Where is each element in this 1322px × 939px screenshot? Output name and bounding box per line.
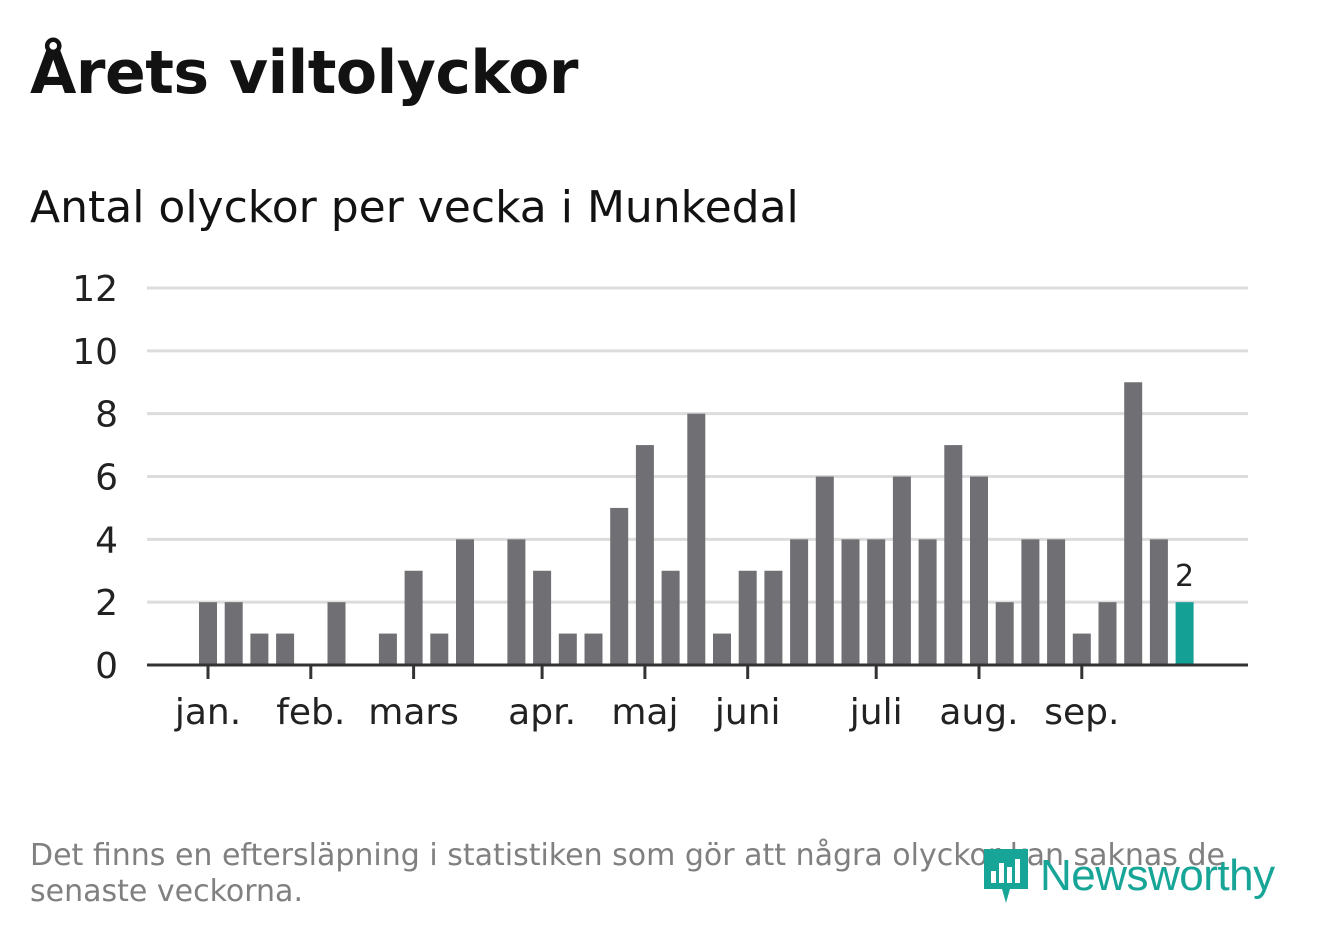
bar-week-8 — [378, 633, 397, 665]
bar-week-39 — [1175, 602, 1194, 665]
bar-week-29 — [918, 539, 937, 665]
bar-week-33 — [1021, 539, 1040, 665]
month-label-sep: sep. — [1044, 692, 1119, 733]
bar-week-36 — [1098, 602, 1117, 665]
month-label-juni: juni — [714, 692, 781, 733]
bar-week-26 — [841, 539, 860, 665]
y-axis-ticks: 0 2 4 6 8 10 12 — [72, 269, 118, 687]
bar-week-31 — [970, 476, 988, 665]
x-axis — [147, 663, 1248, 679]
month-label-jan: jan. — [174, 692, 241, 733]
bar-week-20 — [687, 413, 706, 665]
y-tick-label-8: 8 — [95, 395, 118, 436]
month-labels: jan. feb. mars apr. maj juni juli aug. sep. — [174, 692, 1120, 733]
bars — [199, 382, 1194, 665]
month-label-feb: feb. — [276, 692, 345, 733]
last-value-label: 2 — [1175, 559, 1194, 594]
bar-week-16 — [584, 633, 603, 665]
y-tick-label-10: 10 — [72, 332, 118, 373]
bar-week-32 — [995, 602, 1014, 665]
month-label-mars: mars — [368, 692, 459, 733]
bar-week-6 — [327, 602, 346, 665]
bar-week-9 — [404, 570, 423, 665]
month-label-maj: maj — [611, 692, 678, 733]
bar-week-19 — [661, 570, 680, 665]
brand-name: Newsworthy — [1040, 851, 1275, 900]
month-label-juli: juli — [849, 692, 903, 733]
bar-week-3 — [250, 633, 269, 665]
bar-week-25 — [815, 476, 834, 665]
bar-week-23 — [764, 570, 783, 665]
bar-chart: 0 2 4 6 8 10 12 jan. feb. mars apr. maj juni juli aug… — [72, 269, 1248, 733]
month-label-apr: apr. — [508, 692, 576, 733]
bar-week-24 — [790, 539, 809, 665]
y-tick-label-2: 2 — [95, 583, 118, 624]
chart-subtitle: Antal olyckor per vecka i Munkedal — [30, 182, 799, 233]
bar-week-28 — [892, 476, 911, 665]
y-tick-label-0: 0 — [95, 646, 118, 687]
bar-week-22 — [738, 570, 757, 665]
bar-week-34 — [1047, 539, 1066, 665]
y-tick-label-12: 12 — [72, 269, 118, 310]
bar-week-37 — [1124, 382, 1143, 665]
data-labels: 2 — [1175, 559, 1194, 594]
brand-logo[interactable]: Newsworthy — [980, 845, 1275, 907]
bar-week-15 — [558, 633, 577, 665]
bar-week-2 — [224, 602, 243, 665]
bar-week-35 — [1072, 633, 1091, 665]
bar-week-1 — [199, 602, 217, 665]
bar-week-30 — [944, 445, 963, 665]
bar-week-21 — [713, 633, 731, 665]
page-title: Årets viltolyckor — [30, 38, 579, 108]
y-tick-label-6: 6 — [95, 458, 118, 499]
bar-week-14 — [533, 570, 552, 665]
bar-week-38 — [1149, 539, 1168, 665]
bar-week-27 — [867, 539, 886, 665]
bar-week-18 — [635, 445, 654, 665]
bar-week-4 — [276, 633, 295, 665]
month-label-aug: aug. — [939, 692, 1018, 733]
bar-week-13 — [507, 539, 526, 665]
y-tick-label-4: 4 — [95, 520, 118, 561]
bar-week-11 — [456, 539, 474, 665]
bar-week-10 — [430, 633, 449, 665]
newsworthy-logo-icon — [984, 849, 1028, 903]
bar-week-17 — [610, 507, 629, 665]
